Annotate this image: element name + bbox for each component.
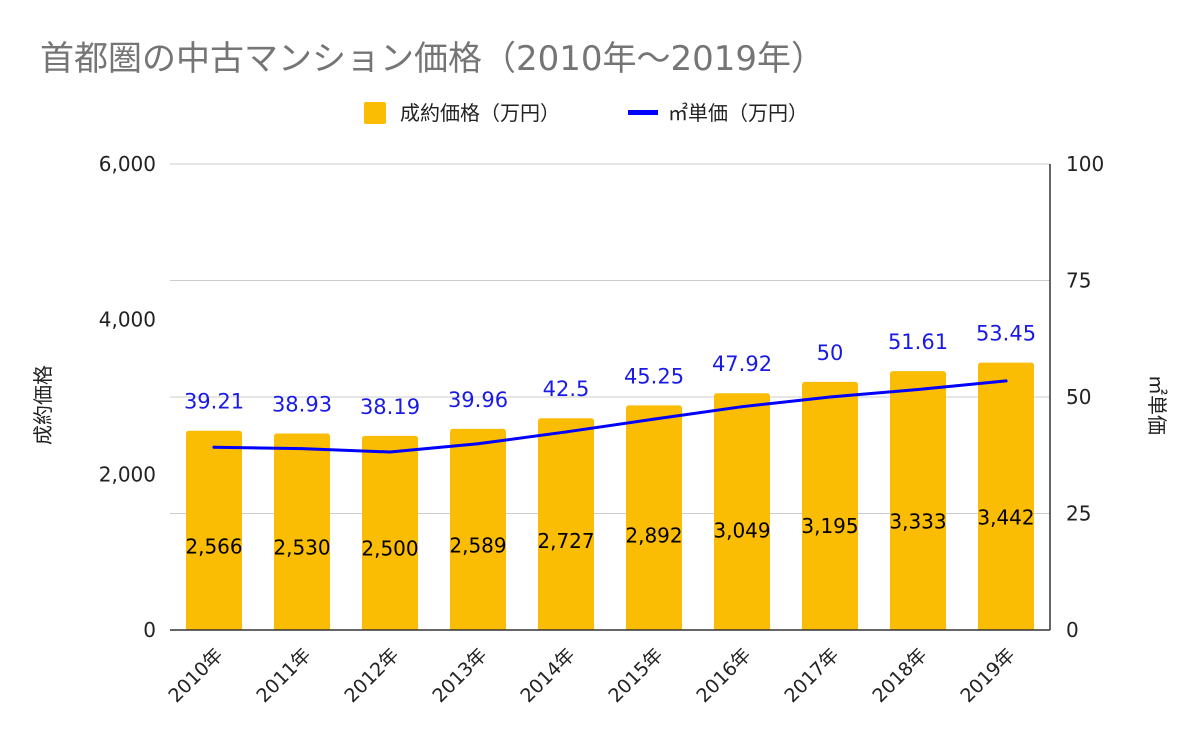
line-point[interactable] [916,387,920,391]
bar[interactable] [538,418,594,630]
x-tick-label: 2013年 [428,644,491,707]
left-tick-label: 0 [143,618,156,642]
x-tick-label: 2011年 [252,644,315,707]
line-data-label: 38.19 [360,395,420,419]
line-point[interactable] [212,445,216,449]
line-point[interactable] [828,395,832,399]
x-tick-label: 2016年 [692,644,755,707]
axes [170,164,1051,631]
legend-item-bar[interactable]: 成約価格（万円） [364,101,560,125]
line-data-label: 42.5 [543,377,590,401]
bar-data-label: 2,727 [537,529,594,553]
bar[interactable] [978,362,1034,630]
bar-data-label: 2,500 [361,536,418,560]
line-point[interactable] [300,447,304,451]
line-point[interactable] [1004,379,1008,383]
line-series [212,379,1008,454]
bar-data-label: 2,589 [449,534,506,558]
legend-item-line[interactable]: ㎡単価（万円） [628,101,808,125]
left-tick-label: 4,000 [99,307,156,331]
x-tick-label: 2017年 [780,644,843,707]
line-data-label: 45.25 [624,364,684,388]
bar[interactable] [450,428,506,630]
bar[interactable] [802,381,858,630]
bar-data-labels: 2,566 2,530 2,500 2,589 2,727 2,892 3,049 3,195… [185,506,1034,561]
line-data-label: 39.96 [448,388,508,412]
line-data-label: 47.92 [712,352,772,376]
right-axis-ticks: 0 25 50 75 100 [1066,152,1104,642]
left-tick-label: 6,000 [99,152,156,176]
right-tick-label: 25 [1066,502,1091,526]
right-tick-label: 100 [1066,152,1104,176]
left-axis-ticks: 0 2,000 4,000 6,000 [99,152,156,642]
bar[interactable] [714,393,770,630]
left-axis-title: 成約価格 [31,365,55,445]
right-tick-label: 50 [1066,385,1091,409]
series-line[interactable] [212,379,1008,454]
line-data-label: 50 [817,341,844,365]
chart-title: 首都圏の中古マンション価格（2010年〜2019年） [40,39,825,79]
bar[interactable] [362,435,418,630]
bar-data-label: 3,049 [713,519,770,543]
legend-label-bar: 成約価格（万円） [400,101,560,125]
x-tick-label: 2018年 [868,644,931,707]
line-data-labels: 39.21 38.93 38.19 39.96 42.5 45.25 47.92 50 51.6… [184,322,1036,419]
bar[interactable] [890,371,946,630]
bar-data-label: 2,566 [185,534,242,558]
x-tick-label: 2010年 [164,644,227,707]
bar-data-label: 2,892 [625,524,682,548]
legend-swatch-bar [364,102,386,124]
left-tick-label: 2,000 [99,463,156,487]
line-point[interactable] [564,430,568,434]
x-axis-ticks: 2010年 2011年 2012年 2013年 2014年 2015年 2016年 2017年… [164,644,1019,707]
bar-data-label: 3,442 [977,506,1034,530]
line-point[interactable] [388,450,392,454]
right-tick-label: 75 [1066,269,1091,293]
line-point[interactable] [652,417,656,421]
right-tick-label: 0 [1066,618,1079,642]
bar-data-label: 3,333 [889,509,946,533]
legend: 成約価格（万円） ㎡単価（万円） [364,101,808,125]
x-tick-label: 2019年 [956,644,1019,707]
x-tick-label: 2014年 [516,644,579,707]
line-point[interactable] [476,442,480,446]
legend-swatch-line [628,110,658,115]
bar-data-label: 3,195 [801,514,858,538]
right-axis-title: ㎡単価 [1145,375,1169,435]
bar-data-label: 2,530 [273,535,330,559]
bar[interactable] [626,405,682,630]
bar-series [186,362,1034,630]
bar[interactable] [274,433,330,630]
legend-label-line: ㎡単価（万円） [668,101,808,125]
line-point[interactable] [740,405,744,409]
x-tick-label: 2015年 [604,644,667,707]
bar[interactable] [186,430,242,630]
line-data-label: 53.45 [976,322,1036,346]
x-tick-label: 2012年 [340,644,403,707]
line-data-label: 51.61 [888,330,948,354]
line-data-label: 39.21 [184,390,244,414]
line-data-label: 38.93 [272,393,332,417]
